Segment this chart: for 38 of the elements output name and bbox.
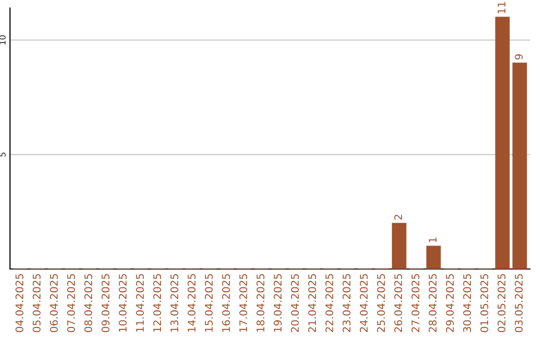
x-tick-label: 11.04.2025 [136,274,144,332]
x-tick-label: 09.04.2025 [102,274,110,332]
x-tick-label: 04.04.2025 [15,274,24,332]
x-tick-label: 21.04.2025 [308,274,316,332]
x-tick-label: 27.04.2025 [412,274,420,332]
x-tick-label: 23.04.2025 [342,274,351,332]
x-tick-label: 26.04.2025 [394,274,402,332]
bar [392,222,406,269]
x-tick-label: 14.04.2025 [188,274,196,332]
x-tick-label: 24.04.2025 [360,274,368,332]
data-label: 1 [428,238,436,242]
x-tick-label: 08.04.2025 [84,274,92,332]
x-tick-label: 10.04.2025 [118,274,127,332]
x-tick-label: 05.04.2025 [32,274,41,332]
x-tick-label: 12.04.2025 [153,274,162,332]
x-tick-label: 22.04.2025 [325,274,334,332]
x-tick-label: 20.04.2025 [290,274,299,332]
x-tick-label: 19.04.2025 [274,274,282,332]
x-tick-label: 03.05.2025 [514,274,523,332]
x-tick-label: 28.04.2025 [428,274,437,332]
x-tick-label: 16.04.2025 [222,274,230,332]
x-tick-label: 25.04.2025 [377,274,385,332]
bar [426,246,441,269]
x-tick-label: 17.04.2025 [239,274,248,332]
bar [495,16,510,269]
x-tick-label: 30.04.2025 [463,274,472,332]
x-tick-label: 15.04.2025 [204,274,213,332]
x-tick-label: 07.04.2025 [67,274,76,332]
x-tick-label: 02.05.2025 [498,274,506,332]
bar [512,62,527,269]
data-label: 11 [498,2,506,14]
data-label: 9 [514,54,523,60]
x-tick-label: 01.05.2025 [480,274,488,332]
x-tick-label: 29.04.2025 [446,274,454,332]
x-tick-label: 13.04.2025 [170,274,178,332]
data-label: 2 [394,214,402,220]
x-tick-label: 06.04.2025 [50,274,58,332]
x-tick-label: 18.04.2025 [256,274,264,332]
